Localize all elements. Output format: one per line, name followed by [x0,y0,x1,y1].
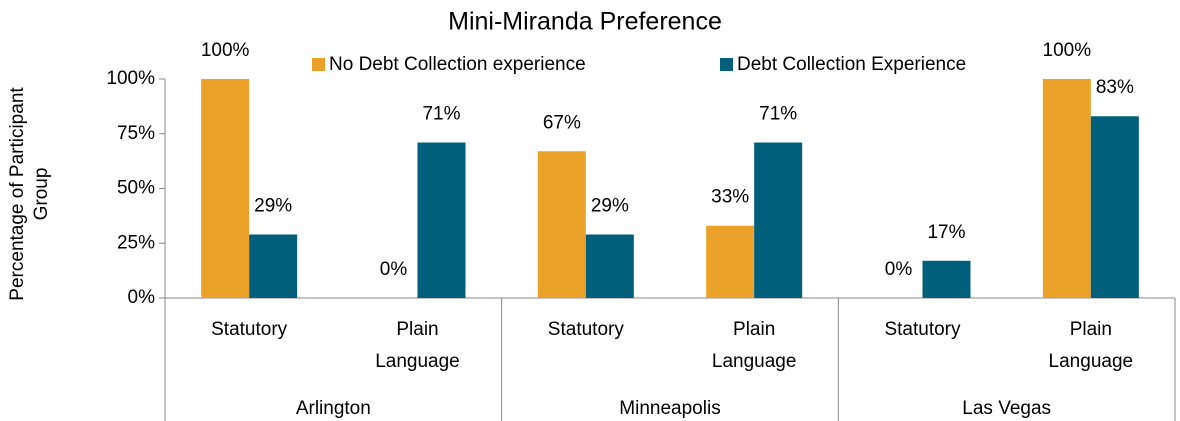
y-tick-label: 0% [128,287,156,308]
group-label: Minneapolis [619,398,720,419]
y-axis-title: Percentage of Participant Group [7,87,52,301]
x-tick-label: Statutory [884,319,961,340]
y-tick-label: 100% [106,68,155,89]
data-label: 71% [759,104,797,125]
data-label: 0% [885,259,913,280]
legend-swatch [720,58,733,71]
bar [706,225,755,298]
legend-swatch [312,58,325,71]
data-label: 29% [591,196,629,217]
bar [585,234,634,298]
bar [1042,79,1091,298]
legend-label: Debt Collection Experience [737,54,966,75]
data-label: 33% [711,187,749,208]
data-label: 83% [1096,77,1134,98]
bar [417,142,466,298]
data-label: 100% [201,40,250,61]
bar [754,142,803,298]
x-tick-label: Plain Language [711,319,797,372]
x-tick-label: Plain Language [1048,319,1134,372]
data-label: 100% [1043,40,1092,61]
data-label: 29% [254,196,292,217]
bar [922,260,971,298]
bar [249,234,298,298]
x-tick-label: Plain Language [375,319,460,372]
data-label: 17% [927,222,965,243]
y-tick-label: 25% [117,232,155,253]
data-label: 0% [380,259,408,280]
chart-title: Mini-Miranda Preference [448,8,722,36]
data-label: 67% [543,112,581,133]
y-tick-label: 50% [117,178,155,199]
x-tick-label: Statutory [211,319,288,340]
bar [537,151,586,298]
bar [201,79,250,298]
y-tick-label: 75% [117,123,155,144]
group-label: Las Vegas [962,398,1051,419]
group-label: Arlington [296,398,371,419]
legend-label: No Debt Collection experience [329,54,586,75]
data-label: 71% [422,104,460,125]
bar [1090,116,1139,298]
x-tick-label: Statutory [547,319,624,340]
